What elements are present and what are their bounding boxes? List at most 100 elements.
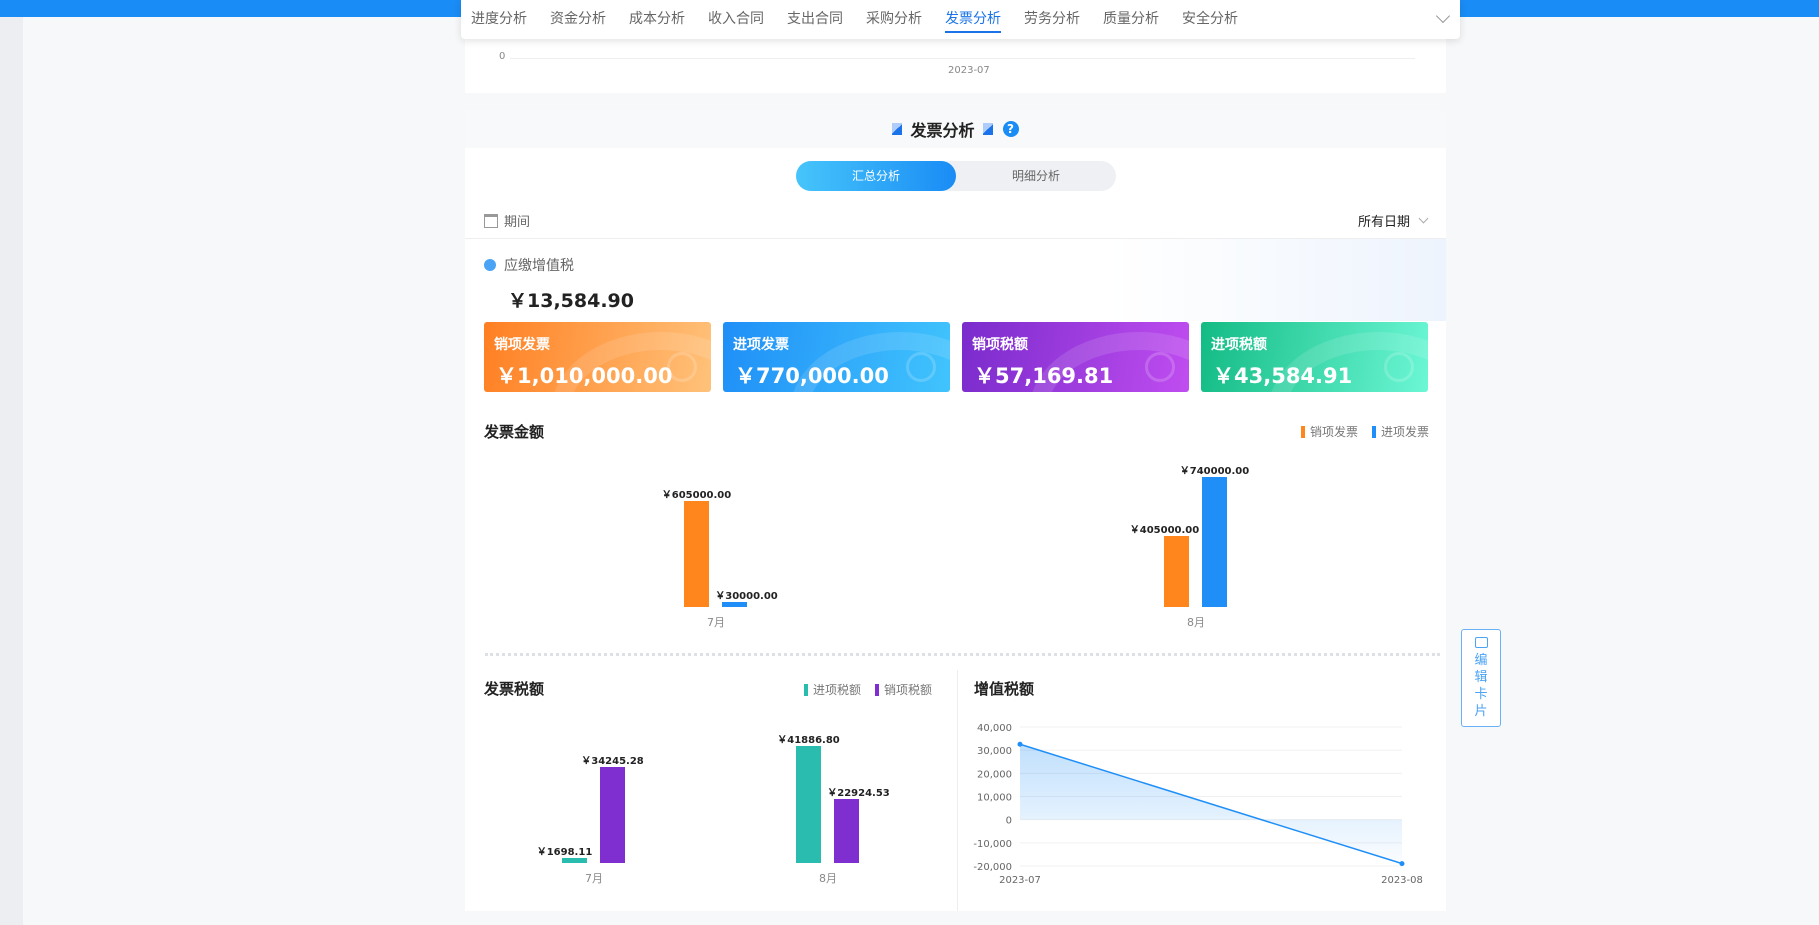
x-tick: 2023-07	[948, 65, 990, 76]
period-label: 期间	[504, 215, 531, 230]
dotted-divider	[485, 653, 1440, 656]
decor-bg	[1110, 239, 1446, 321]
card-title: 发票分析	[910, 121, 975, 140]
kpi-card: 进项发票 ￥770,000.00	[723, 322, 950, 392]
tab-6[interactable]: 发票分析	[945, 0, 1001, 39]
chart-title: 发票税额	[484, 680, 545, 698]
chevron-down-icon[interactable]	[1435, 8, 1451, 24]
tax-icon	[484, 259, 496, 271]
x-tick-label: 2023-08	[1381, 875, 1423, 886]
bar[interactable]	[796, 746, 821, 863]
kpi-value: ￥43,584.91	[1213, 364, 1353, 388]
legend-swatch	[804, 683, 808, 696]
y-tick-label: 30,000	[977, 746, 1012, 757]
series-line	[1019, 743, 1403, 865]
tab-8[interactable]: 质量分析	[1103, 11, 1159, 27]
bar[interactable]	[600, 767, 625, 863]
data-label: ￥41886.80	[777, 735, 840, 746]
data-label: ￥30000.00	[715, 590, 778, 602]
x-tick-label: 2023-07	[999, 875, 1041, 886]
chart-title: 增值税额	[974, 680, 1035, 698]
y-tick-label: -20,000	[973, 862, 1012, 873]
tab-summary[interactable]: 汇总分析	[796, 161, 956, 191]
data-point[interactable]	[1017, 741, 1023, 747]
tab-2[interactable]: 成本分析	[629, 11, 685, 27]
x-tick-label: 7月	[585, 872, 603, 885]
x-tick-label: 8月	[1187, 616, 1205, 629]
chart-legend: 销项发票 进项发票	[1287, 423, 1429, 440]
legend-item[interactable]: 销项税额	[861, 681, 932, 698]
y-tick-label: 0	[1006, 816, 1012, 827]
tab-1[interactable]: 资金分析	[550, 11, 606, 27]
legend-swatch	[875, 683, 880, 696]
x-tick-label: 8月	[819, 872, 837, 885]
kpi-icon	[1384, 352, 1414, 382]
legend-item[interactable]: 销项发票	[1287, 423, 1358, 440]
tab-7[interactable]: 劳务分析	[1024, 11, 1080, 27]
decor-icon	[982, 123, 993, 135]
kpi-icon	[1145, 352, 1175, 382]
legend-label: 进项税额	[813, 683, 862, 697]
data-label: ￥34245.28	[581, 756, 644, 768]
bar[interactable]	[722, 601, 747, 607]
bar[interactable]	[684, 500, 709, 607]
legend-label: 销项发票	[1309, 425, 1358, 439]
tab-5[interactable]: 采购分析	[866, 11, 922, 27]
chevron-down-icon	[1418, 213, 1429, 224]
legend-swatch	[1300, 425, 1305, 438]
period-filter: 期间	[484, 211, 530, 230]
tab-detail[interactable]: 明细分析	[1011, 169, 1060, 183]
data-point[interactable]	[1399, 861, 1405, 867]
data-label: ￥1698.11	[536, 847, 593, 859]
y-tick-label: 10,000	[977, 793, 1012, 804]
kpi-value: ￥57,169.81	[974, 364, 1114, 388]
y-tick: 0	[499, 51, 506, 62]
kpi-card: 销项发票 ￥1,010,000.00	[484, 322, 711, 392]
kpi-label: 销项税额	[972, 337, 1028, 353]
kpi-card: 销项税额 ￥57,169.81	[962, 322, 1189, 392]
divider	[957, 670, 958, 911]
legend-item[interactable]: 进项发票	[1358, 423, 1429, 440]
kpi-label: 进项发票	[733, 337, 789, 353]
legend-item[interactable]: 进项税额	[790, 681, 861, 698]
edit-card-label: 编辑卡片	[1474, 653, 1488, 719]
tab-9[interactable]: 安全分析	[1182, 11, 1238, 27]
tab-4[interactable]: 支出合同	[787, 11, 843, 27]
kpi-label: 销项发票	[494, 337, 550, 353]
chart-legend: 进项税额 销项税额	[790, 681, 932, 698]
kpi-icon	[667, 352, 697, 382]
bar[interactable]	[834, 798, 859, 863]
vat-payable-value: ￥13,584.90	[508, 290, 634, 312]
view-toggle: 汇总分析 明细分析	[796, 161, 1116, 191]
decor-icon	[892, 123, 903, 135]
chart-title: 发票金额	[484, 423, 545, 441]
kpi-label: 进项税额	[1211, 337, 1267, 353]
card-header: 发票分析 ?	[465, 110, 1446, 148]
period-value: 所有日期	[1358, 215, 1411, 230]
tab-0[interactable]: 进度分析	[471, 11, 527, 27]
analysis-tabs: 进度分析 资金分析 成本分析 收入合同 支出合同 采购分析 发票分析 劳务分析 质量分析 安全分析	[461, 0, 1460, 39]
bar[interactable]	[562, 858, 587, 863]
data-label: ￥740000.00	[1179, 466, 1250, 477]
kpi-value: ￥1,010,000.00	[496, 364, 673, 388]
legend-label: 进项发票	[1380, 425, 1429, 439]
divider	[465, 238, 1446, 239]
tab-3[interactable]: 收入合同	[708, 11, 764, 27]
edit-card-button[interactable]: 编辑卡片	[1461, 629, 1501, 727]
y-tick-label: 20,000	[977, 769, 1012, 780]
data-label: ￥605000.00	[661, 489, 732, 501]
legend-label: 销项税额	[884, 683, 933, 697]
data-label: ￥405000.00	[1129, 524, 1200, 536]
kpi-value: ￥770,000.00	[735, 364, 889, 388]
vat-line-chart: 40,000 30,000 20,000 10,000 0 -10,000 -20,000 2…	[973, 723, 1423, 886]
kpi-icon	[906, 352, 936, 382]
axis-line	[510, 58, 1415, 59]
bar[interactable]	[1164, 535, 1189, 607]
calendar-icon	[484, 213, 498, 228]
legend-swatch	[1371, 425, 1376, 438]
x-tick-label: 7月	[707, 616, 725, 629]
data-label: ￥22924.53	[827, 787, 890, 799]
help-icon[interactable]: ?	[1002, 121, 1019, 137]
bar[interactable]	[1202, 477, 1227, 607]
period-select[interactable]: 所有日期	[1358, 211, 1429, 230]
